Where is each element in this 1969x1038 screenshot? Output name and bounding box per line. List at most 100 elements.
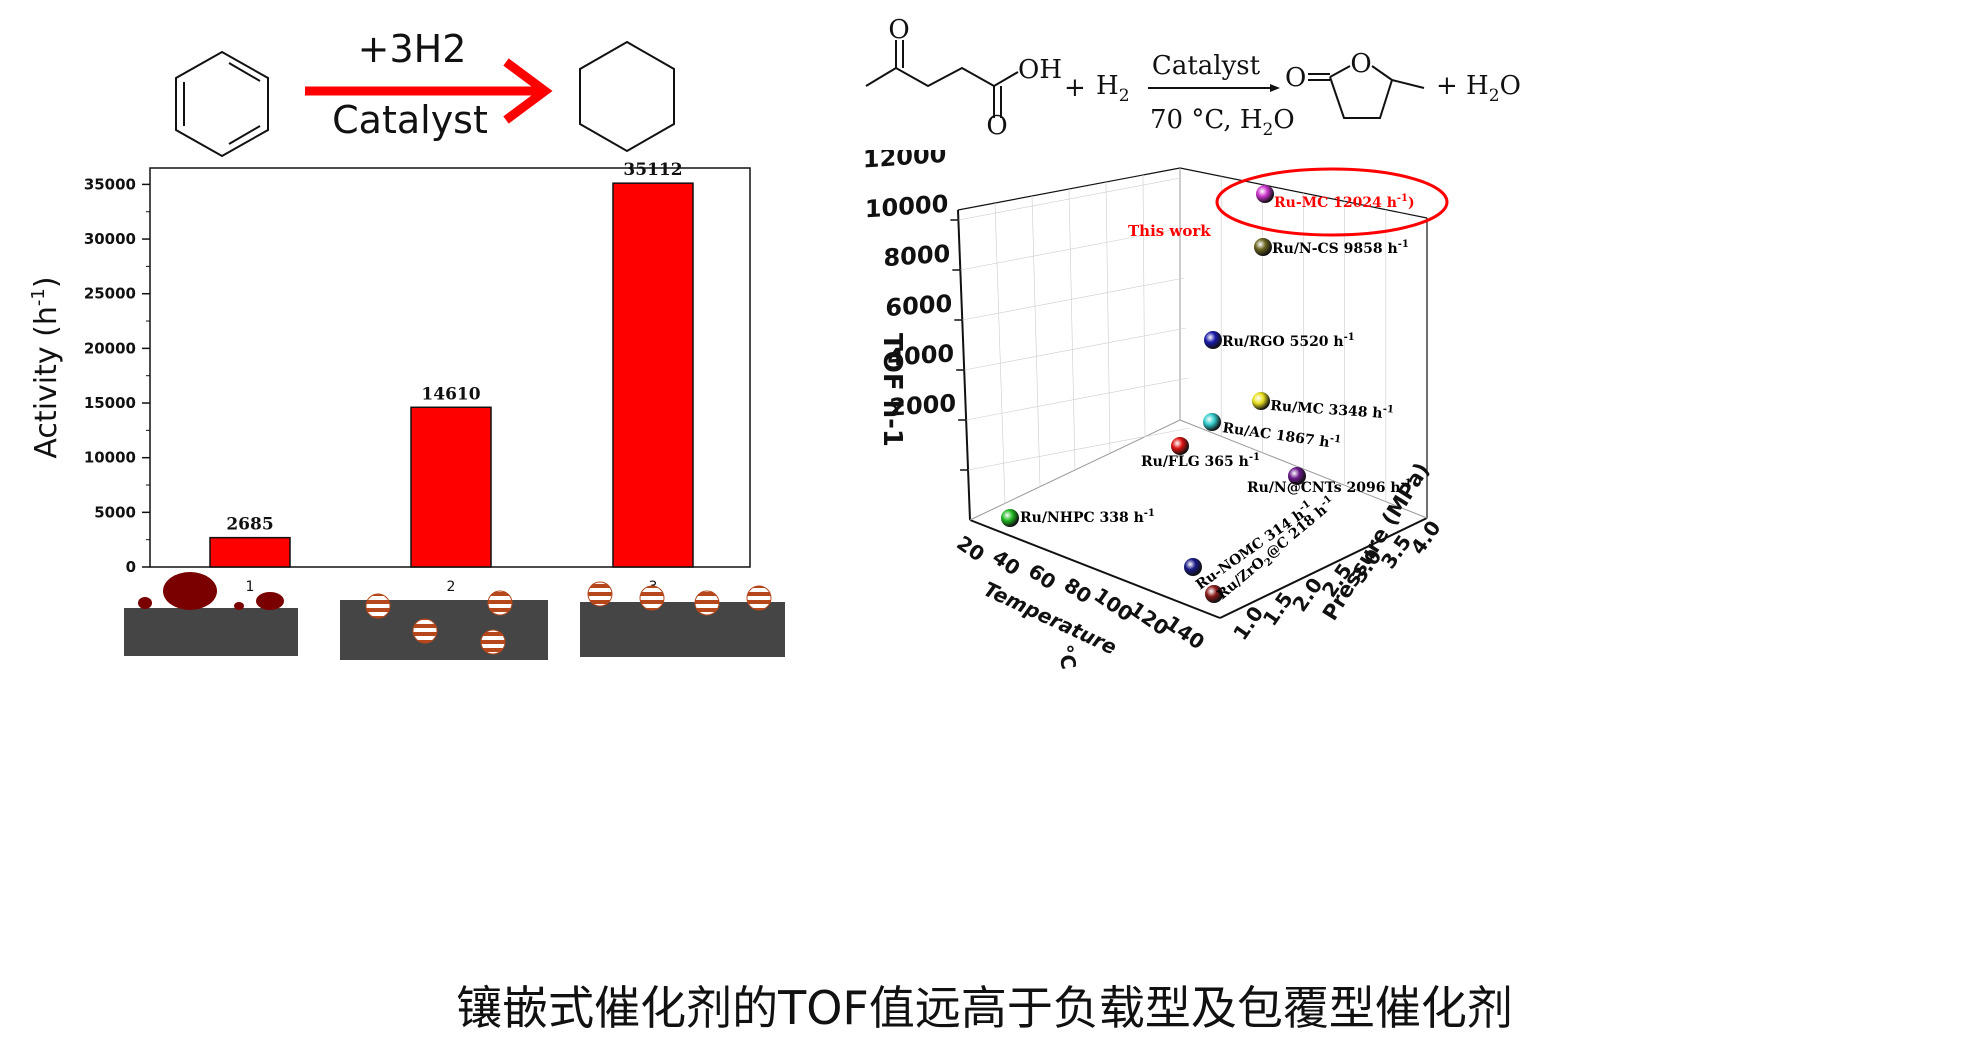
grid-line bbox=[1068, 188, 1076, 471]
point-marker bbox=[1254, 238, 1272, 256]
reaction-arrow bbox=[305, 58, 553, 124]
grid-line bbox=[966, 377, 1189, 421]
point-label: Ru-MC 12024 h-1) bbox=[1274, 193, 1415, 211]
reagent-h2-label: +3H2 bbox=[358, 27, 467, 71]
temperature-axis bbox=[969, 519, 1221, 619]
left-reaction-scheme: +3H2 Catalyst bbox=[175, 27, 675, 158]
point-marker bbox=[1256, 185, 1274, 203]
gvl-structure bbox=[1308, 65, 1425, 119]
acid-carbonyl-o: O bbox=[986, 111, 1007, 141]
bar-value-label: 2685 bbox=[226, 515, 273, 535]
bar-value-label: 14610 bbox=[421, 384, 480, 404]
point-marker bbox=[1205, 585, 1223, 603]
gvl-ring-o: O bbox=[1350, 49, 1371, 79]
y-tick-label: 25000 bbox=[84, 285, 136, 303]
y-tick-label: 35000 bbox=[84, 175, 136, 193]
striped-particle bbox=[639, 585, 665, 611]
water-product: + H2O bbox=[1436, 71, 1521, 106]
striped-particle bbox=[365, 593, 391, 619]
acid-ketone-o: O bbox=[888, 15, 909, 45]
striped-particle bbox=[746, 585, 772, 611]
striped-particle bbox=[694, 590, 720, 616]
y-tick-label: 30000 bbox=[84, 230, 136, 248]
bar-2 bbox=[410, 406, 492, 568]
grid-line bbox=[962, 277, 1185, 321]
z-tick-label: 6000 bbox=[885, 289, 952, 322]
point-marker bbox=[1184, 558, 1202, 576]
point-label: Ru/N@CNTs 2096 h-1 bbox=[1247, 478, 1412, 496]
z-tick-label: 2000 bbox=[889, 389, 956, 422]
reaction-conditions: 70 °C, H2O bbox=[1150, 105, 1295, 140]
figure-caption: 镶嵌式催化剂的TOF值远高于负载型及包覆型催化剂 bbox=[456, 981, 1513, 1035]
x-tick-label: 2 bbox=[447, 579, 456, 595]
z-tick-label: 12000 bbox=[863, 150, 946, 174]
x-tick-label: 1 bbox=[246, 579, 255, 595]
striped-particle bbox=[480, 629, 506, 655]
point-marker bbox=[1171, 437, 1189, 455]
catalyst-label: Catalyst bbox=[1152, 51, 1261, 81]
cyclohexane-structure bbox=[579, 40, 675, 153]
benzene-structure bbox=[175, 50, 269, 158]
grid-line bbox=[1105, 181, 1111, 454]
y-axis-label: Activity (h-1) bbox=[28, 276, 64, 458]
grid-line bbox=[960, 227, 1183, 271]
grid-line bbox=[968, 427, 1191, 471]
highlight-ellipse bbox=[1215, 167, 1449, 237]
striped-particle bbox=[587, 581, 613, 607]
z-tick-label: 4000 bbox=[887, 339, 954, 372]
this-work-annotation: This work bbox=[1128, 222, 1211, 240]
particle-agglomerate bbox=[163, 572, 217, 610]
y-tick-label: 0 bbox=[126, 558, 136, 576]
y-tick-label: 4.0 bbox=[1406, 516, 1446, 559]
grid-line bbox=[994, 202, 1006, 504]
point-label: Ru/NHPC 338 h-1 bbox=[1020, 508, 1155, 526]
x-tick-label: 40 bbox=[988, 545, 1025, 581]
levulinic-acid-structure bbox=[865, 40, 1019, 118]
point-label: Ru/RGO 5520 h-1 bbox=[1222, 332, 1355, 350]
gvl-carbonyl-o: O bbox=[1285, 63, 1306, 93]
point-label: Ru/N-CS 9858 h-1 bbox=[1272, 239, 1409, 257]
point-marker bbox=[1288, 467, 1306, 485]
particle-agglomerate bbox=[256, 592, 284, 610]
bar-3 bbox=[612, 182, 694, 568]
point-marker bbox=[1203, 413, 1221, 431]
plus-sign-1: + bbox=[1064, 73, 1086, 103]
point-label: Ru/FLG 365 h-1 bbox=[1141, 452, 1260, 470]
reagent-catalyst-label: Catalyst bbox=[332, 98, 488, 142]
activity-bar-chart: 0 5000 10000 15000 20000 25000 30000 35000 Activ… bbox=[28, 160, 785, 660]
grid-line bbox=[1142, 174, 1146, 437]
point-label: Ru-NOMC 314 h-1 bbox=[1192, 499, 1317, 594]
striped-particle bbox=[487, 590, 513, 616]
point-marker bbox=[1252, 392, 1270, 410]
point-label: Ru/MC 3348 h-1 bbox=[1270, 396, 1395, 423]
y-tick-label: 5000 bbox=[94, 503, 136, 521]
x-axis-unit: °C bbox=[1053, 643, 1081, 670]
grid-line bbox=[964, 327, 1187, 371]
y-tick-label: 15000 bbox=[84, 394, 136, 412]
particle-agglomerate bbox=[138, 597, 152, 609]
right-reaction-scheme: O OH O + H2 Catalyst 70 °C, H2O O O + H2… bbox=[865, 15, 1521, 141]
acid-hydroxyl: OH bbox=[1018, 55, 1062, 85]
z-tick-label: 10000 bbox=[865, 190, 948, 224]
hydrogen-reagent: H2 bbox=[1096, 71, 1130, 106]
z-tick-label: 8000 bbox=[883, 240, 950, 273]
catalyst-schematics bbox=[124, 572, 785, 660]
tof-axis bbox=[957, 209, 971, 521]
y-tick-label: 10000 bbox=[84, 449, 136, 467]
x-tick-label: 20 bbox=[952, 531, 989, 567]
x-tick-label: 60 bbox=[1024, 559, 1061, 595]
support-block-1 bbox=[124, 608, 298, 656]
y-tick-label: 1.0 bbox=[1228, 602, 1268, 645]
point-marker bbox=[1001, 509, 1019, 527]
pressure-axis bbox=[1219, 517, 1428, 619]
grid-line bbox=[958, 177, 1181, 221]
grid-line bbox=[1031, 195, 1041, 487]
support-block-3 bbox=[580, 602, 785, 657]
striped-particle bbox=[412, 618, 438, 644]
axes-frame bbox=[950, 167, 1428, 619]
bar-value-label: 35112 bbox=[623, 160, 682, 180]
y-tick-label: 20000 bbox=[84, 339, 136, 357]
particle-agglomerate bbox=[234, 602, 244, 610]
z-axis-label: TOF h-1 bbox=[877, 333, 907, 447]
